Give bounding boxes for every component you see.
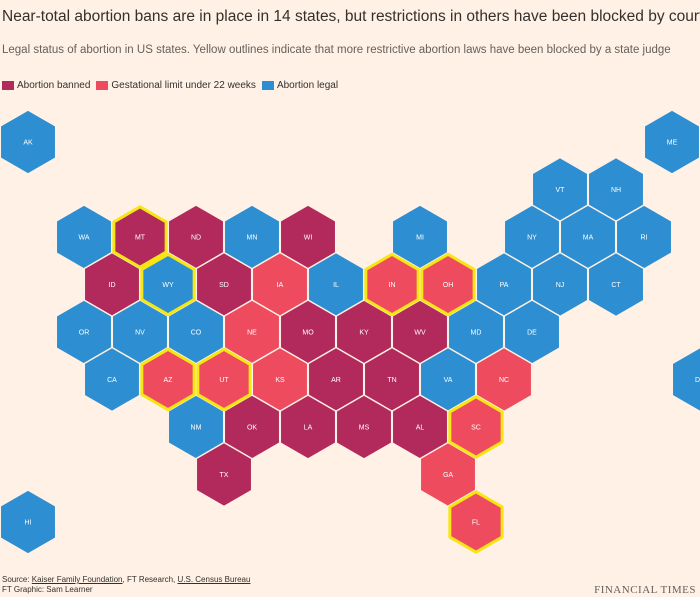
state-label-nd: ND [191, 234, 201, 241]
state-label-in: IN [389, 282, 396, 289]
state-hex-ct [587, 251, 645, 318]
state-label-al: AL [416, 424, 425, 431]
state-label-ms: MS [359, 424, 370, 431]
chart-subtitle: Legal status of abortion in US states. Y… [2, 44, 671, 56]
ft-brand-logo: FINANCIAL TIMES [594, 584, 696, 596]
state-label-ia: IA [277, 282, 284, 289]
state-label-nj: NJ [556, 282, 565, 289]
legend: Abortion banned Gestational limit under … [2, 78, 344, 92]
hex-layer-fill [0, 109, 700, 555]
hex-layer-outline [112, 205, 504, 554]
legend-item-banned: Abortion banned [2, 80, 90, 91]
state-label-ct: CT [611, 282, 621, 289]
state-label-la: LA [304, 424, 313, 431]
state-label-ar: AR [331, 377, 341, 384]
state-label-mi: MI [416, 234, 424, 241]
state-hex-ak [0, 109, 57, 175]
state-label-mt: MT [135, 234, 146, 241]
state-label-sc: SC [471, 424, 481, 431]
legend-swatch-banned [2, 80, 14, 90]
state-label-wi: WI [304, 234, 313, 241]
state-label-sd: SD [219, 282, 229, 289]
source-prefix: Source: [2, 575, 32, 584]
state-label-mn: MN [247, 234, 258, 241]
state-label-ak: AK [23, 139, 33, 146]
legend-label-legal: Abortion legal [276, 79, 339, 91]
state-label-nm: NM [191, 424, 202, 431]
state-label-nh: NH [611, 187, 621, 194]
legend-item-limit: Gestational limit under 22 weeks [96, 80, 256, 91]
graphic-credit: FT Graphic: Sam Learner [2, 585, 93, 594]
state-label-hi: HI [25, 519, 32, 526]
state-label-or: OR [79, 329, 90, 336]
state-hex-dc [671, 346, 700, 413]
state-label-ok: OK [247, 424, 257, 431]
state-hex-fl [447, 489, 505, 555]
state-label-mo: MO [302, 329, 314, 336]
state-label-ca: CA [107, 377, 117, 384]
blocked-outline-az [140, 347, 196, 412]
chart-title: Near-total abortion bans are in place in… [2, 8, 700, 25]
state-label-ks: KS [275, 377, 285, 384]
state-label-ga: GA [443, 472, 453, 479]
legend-item-legal: Abortion legal [261, 79, 339, 91]
blocked-outline-ut [196, 347, 252, 412]
legend-swatch-legal [261, 80, 274, 90]
state-label-il: IL [333, 282, 339, 289]
state-label-ma: MA [583, 234, 594, 241]
state-label-tx: TX [220, 472, 229, 479]
state-label-me: ME [667, 139, 678, 146]
blocked-outline-oh [420, 252, 476, 317]
source-separator: , FT Research, [122, 575, 178, 584]
legend-label-limit: Gestational limit under 22 weeks [111, 79, 256, 91]
state-label-ut: UT [219, 377, 229, 384]
state-label-oh: OH [443, 282, 454, 289]
state-label-id: ID [109, 282, 116, 289]
state-label-ri: RI [641, 234, 648, 241]
footer: Source: Kaiser Family Foundation, FT Res… [2, 575, 250, 595]
state-label-ky: KY [359, 329, 369, 336]
state-label-dc: DC [695, 377, 700, 384]
source-link-kff[interactable]: Kaiser Family Foundation [31, 575, 123, 584]
source-line: Source: Kaiser Family Foundation, FT Res… [2, 575, 250, 585]
state-label-nv: NV [135, 329, 145, 336]
state-label-ny: NY [527, 234, 537, 241]
state-label-va: VA [444, 377, 453, 384]
blocked-outline-wy [140, 252, 196, 317]
state-label-de: DE [527, 329, 537, 336]
blocked-outline-in [364, 252, 420, 317]
state-label-wv: WV [414, 329, 426, 336]
source-link-census[interactable]: U.S. Census Bureau [177, 575, 251, 584]
blocked-outline-fl [448, 490, 504, 554]
state-label-co: CO [191, 329, 202, 336]
state-label-tn: TN [387, 377, 396, 384]
legend-label-banned: Abortion banned [17, 79, 91, 91]
state-label-nc: NC [499, 377, 509, 384]
state-label-fl: FL [472, 519, 480, 526]
state-label-wy: WY [162, 282, 174, 289]
blocked-outline-sc [448, 395, 504, 459]
state-hex-tx [195, 441, 253, 508]
state-label-az: AZ [164, 377, 174, 384]
legend-swatch-limit [96, 80, 109, 90]
state-label-vt: VT [556, 187, 566, 194]
state-label-md: MD [471, 329, 482, 336]
state-label-pa: PA [500, 282, 509, 289]
hex-layer-labels: AK ME VT NH WA MT ND MN WI MI NY MA RI ID WY SD IA IL IN OH… [23, 139, 700, 526]
state-label-wa: WA [78, 234, 89, 241]
state-label-ne: NE [247, 329, 257, 336]
state-hex-hi [0, 489, 57, 555]
blocked-outline-mt [112, 205, 168, 269]
